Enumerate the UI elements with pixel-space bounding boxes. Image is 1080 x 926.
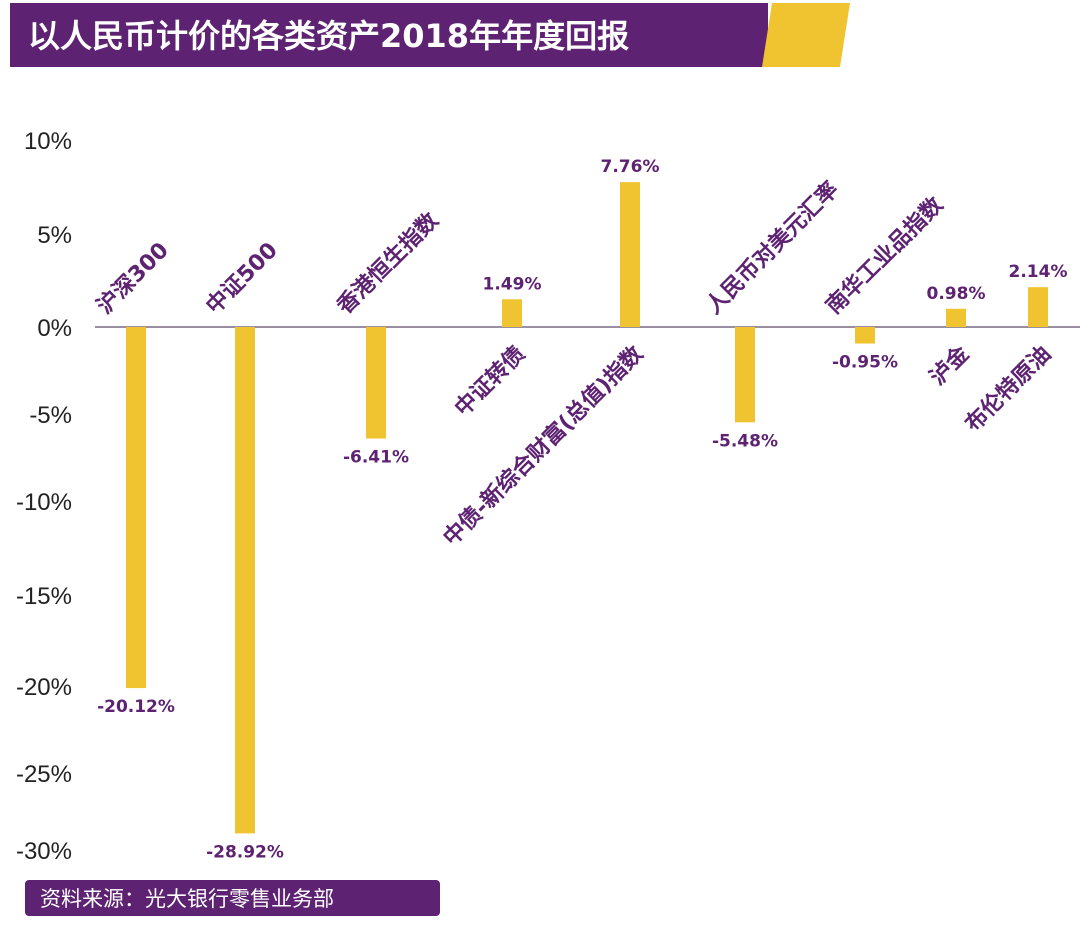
bar (946, 308, 966, 327)
category-label: 布伦特原油 (960, 341, 1056, 437)
category-label: 人民币对美元汇率 (701, 176, 844, 319)
bar (735, 327, 755, 423)
title-accent (762, 3, 850, 67)
category-label: 中债-新综合财富(总值)指数 (438, 340, 649, 551)
y-tick-label: 10% (24, 128, 72, 155)
y-tick-label: -20% (16, 674, 72, 701)
value-label: 7.76% (601, 157, 660, 177)
value-label: 0.98% (927, 284, 986, 304)
category-label: 沪深300 (92, 237, 174, 319)
y-tick-label: 0% (37, 315, 72, 342)
bar (235, 327, 255, 834)
category-label: 中证转债 (450, 341, 531, 422)
bar (855, 327, 875, 344)
y-tick-label: -5% (29, 402, 72, 429)
bar (366, 327, 386, 439)
y-tick-label: 5% (37, 222, 72, 249)
value-label: -5.48% (712, 431, 778, 451)
chart-title: 以人民币计价的各类资产2018年年度回报 (28, 17, 629, 55)
value-label: -6.41% (343, 448, 409, 468)
category-label: 泸金 (925, 340, 975, 390)
title-banner (10, 3, 768, 67)
bar (502, 299, 522, 327)
category-label: 中证500 (202, 238, 283, 319)
bar (126, 327, 146, 689)
value-label: -20.12% (97, 697, 175, 717)
source-badge (25, 880, 440, 916)
value-label: -0.95% (832, 353, 898, 373)
value-label: 2.14% (1009, 262, 1068, 282)
y-tick-label: -10% (16, 489, 72, 516)
y-tick-label: -25% (16, 761, 72, 788)
y-tick-label: -30% (16, 838, 72, 865)
bar (1028, 287, 1048, 327)
bar (620, 182, 640, 327)
y-tick-label: -15% (16, 583, 72, 610)
value-label: -28.92% (206, 842, 284, 862)
category-label: 香港恒生指数 (332, 207, 444, 319)
value-label: 1.49% (483, 274, 542, 294)
source-text: 资料来源：光大银行零售业务部 (40, 887, 334, 911)
